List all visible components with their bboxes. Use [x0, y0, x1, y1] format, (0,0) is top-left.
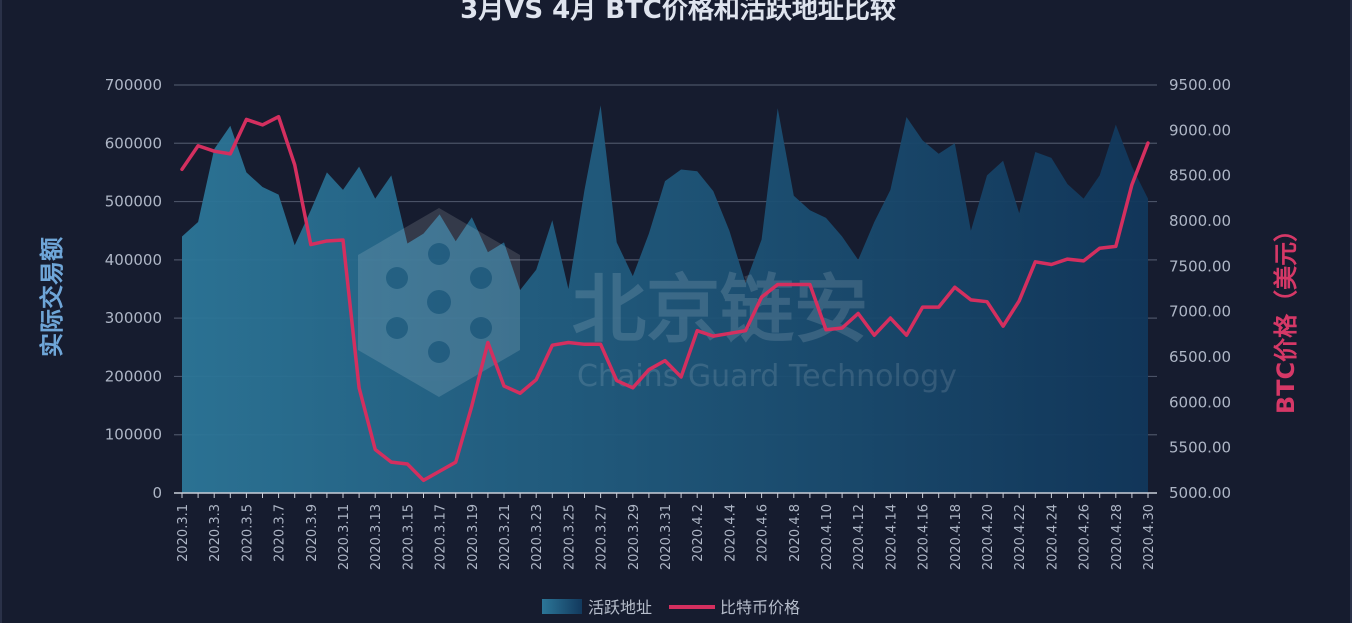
watermark: 北京链安 Chains Guard Technology — [358, 208, 957, 397]
y-axis-title-right: BTC价格（美元） — [1272, 218, 1300, 414]
x-tick-label: 2020.3.19 — [466, 504, 481, 570]
y-tick-label-left: 100000 — [105, 426, 162, 444]
y-tick-label-left: 0 — [152, 484, 162, 502]
chart-title: 3月VS 4月 BTC价格和活跃地址比较 — [460, 0, 896, 25]
y-tick-label-right: 9500.00 — [1169, 76, 1231, 94]
line-series-layer — [180, 114, 1150, 483]
legend: 活跃地址 比特币价格 — [542, 598, 800, 617]
series-line-btc-price — [180, 114, 1150, 483]
x-tick-label: 2020.4.16 — [917, 504, 932, 570]
x-tick-label: 2020.3.1 — [176, 504, 191, 562]
x-tick-label: 2020.4.10 — [820, 504, 835, 570]
watermark-logo — [358, 208, 520, 397]
x-tick-label: 2020.3.29 — [627, 504, 642, 570]
y-tick-label-right: 7500.00 — [1169, 257, 1231, 275]
y-tick-label-right: 9000.00 — [1169, 121, 1231, 139]
axes — [174, 492, 1157, 498]
y-tick-label-left: 300000 — [105, 309, 162, 327]
x-tick-label: 2020.3.27 — [595, 504, 610, 570]
x-tick-label: 2020.4.14 — [884, 504, 899, 570]
x-tick-label: 2020.3.9 — [305, 504, 320, 562]
y-tick-label-left: 600000 — [105, 134, 162, 152]
y-axis-title-left: 实际交易额 — [38, 237, 66, 357]
x-tick-label: 2020.4.22 — [1013, 504, 1028, 570]
x-tick-label: 2020.3.11 — [337, 504, 352, 570]
x-tick-label: 2020.3.17 — [434, 504, 449, 570]
x-tick-label: 2020.3.23 — [530, 504, 545, 570]
legend-label-active-addresses: 活跃地址 — [588, 598, 652, 617]
watermark-text-en: Chains Guard Technology — [577, 359, 957, 394]
y-tick-label-right: 5500.00 — [1169, 439, 1231, 457]
x-tick-label: 2020.3.3 — [208, 504, 223, 562]
y-tick-label-left: 700000 — [105, 76, 162, 94]
y-tick-label-right: 7000.00 — [1169, 303, 1231, 321]
x-tick-label: 2020.4.24 — [1045, 504, 1060, 570]
x-tick-label: 2020.4.8 — [788, 504, 803, 562]
x-tick-label: 2020.4.12 — [852, 504, 867, 570]
x-tick-label: 2020.4.28 — [1110, 504, 1125, 570]
legend-swatch-area — [542, 599, 582, 614]
watermark-text-cn: 北京链安 — [572, 267, 868, 353]
y-tick-labels-left: 0 100000 200000 300000 400000 500000 600000 700… — [105, 76, 162, 502]
x-tick-label: 2020.3.13 — [369, 504, 384, 570]
y-tick-label-left: 500000 — [105, 193, 162, 211]
x-tick-label: 2020.3.15 — [401, 504, 416, 570]
x-tick-label: 2020.3.5 — [240, 504, 255, 562]
x-tick-label: 2020.4.26 — [1078, 504, 1093, 570]
x-tick-label: 2020.3.31 — [659, 504, 674, 570]
legend-item-active-addresses[interactable]: 活跃地址 — [542, 598, 652, 617]
y-tick-label-right: 5000.00 — [1169, 484, 1231, 502]
x-tick-label: 2020.3.7 — [273, 504, 288, 562]
x-tick-label: 2020.4.6 — [756, 504, 771, 562]
y-tick-label-right: 8500.00 — [1169, 167, 1231, 185]
legend-item-btc-price[interactable]: 比特币价格 — [669, 598, 800, 617]
y-tick-label-right: 6000.00 — [1169, 393, 1231, 411]
x-tick-labels: 2020.3.1 2020.3.3 2020.3.5 2020.3.7 2020.3.9… — [176, 504, 1157, 570]
y-tick-label-right: 8000.00 — [1169, 212, 1231, 230]
series-area-active-addresses — [182, 105, 1148, 494]
y-tick-label-left: 200000 — [105, 367, 162, 385]
y-tick-labels-right: 5000.00 5500.00 6000.00 6500.00 7000.00 7500.… — [1169, 76, 1231, 502]
x-tick-label: 2020.4.4 — [723, 504, 738, 562]
x-tick-label: 2020.4.20 — [981, 504, 996, 570]
x-tick-label: 2020.3.21 — [498, 504, 513, 570]
y-tick-label-left: 400000 — [105, 251, 162, 269]
area-series-layer — [182, 105, 1148, 494]
x-tick-label: 2020.4.2 — [691, 504, 706, 562]
x-tick-label: 2020.4.18 — [949, 504, 964, 570]
y-tick-label-right: 6500.00 — [1169, 348, 1231, 366]
x-tick-label: 2020.4.30 — [1142, 504, 1157, 570]
legend-label-btc-price: 比特币价格 — [720, 598, 800, 617]
x-tick-label: 2020.3.25 — [562, 504, 577, 570]
